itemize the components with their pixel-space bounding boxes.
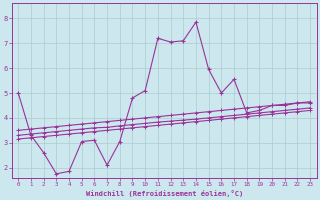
X-axis label: Windchill (Refroidissement éolien,°C): Windchill (Refroidissement éolien,°C) bbox=[85, 190, 243, 197]
